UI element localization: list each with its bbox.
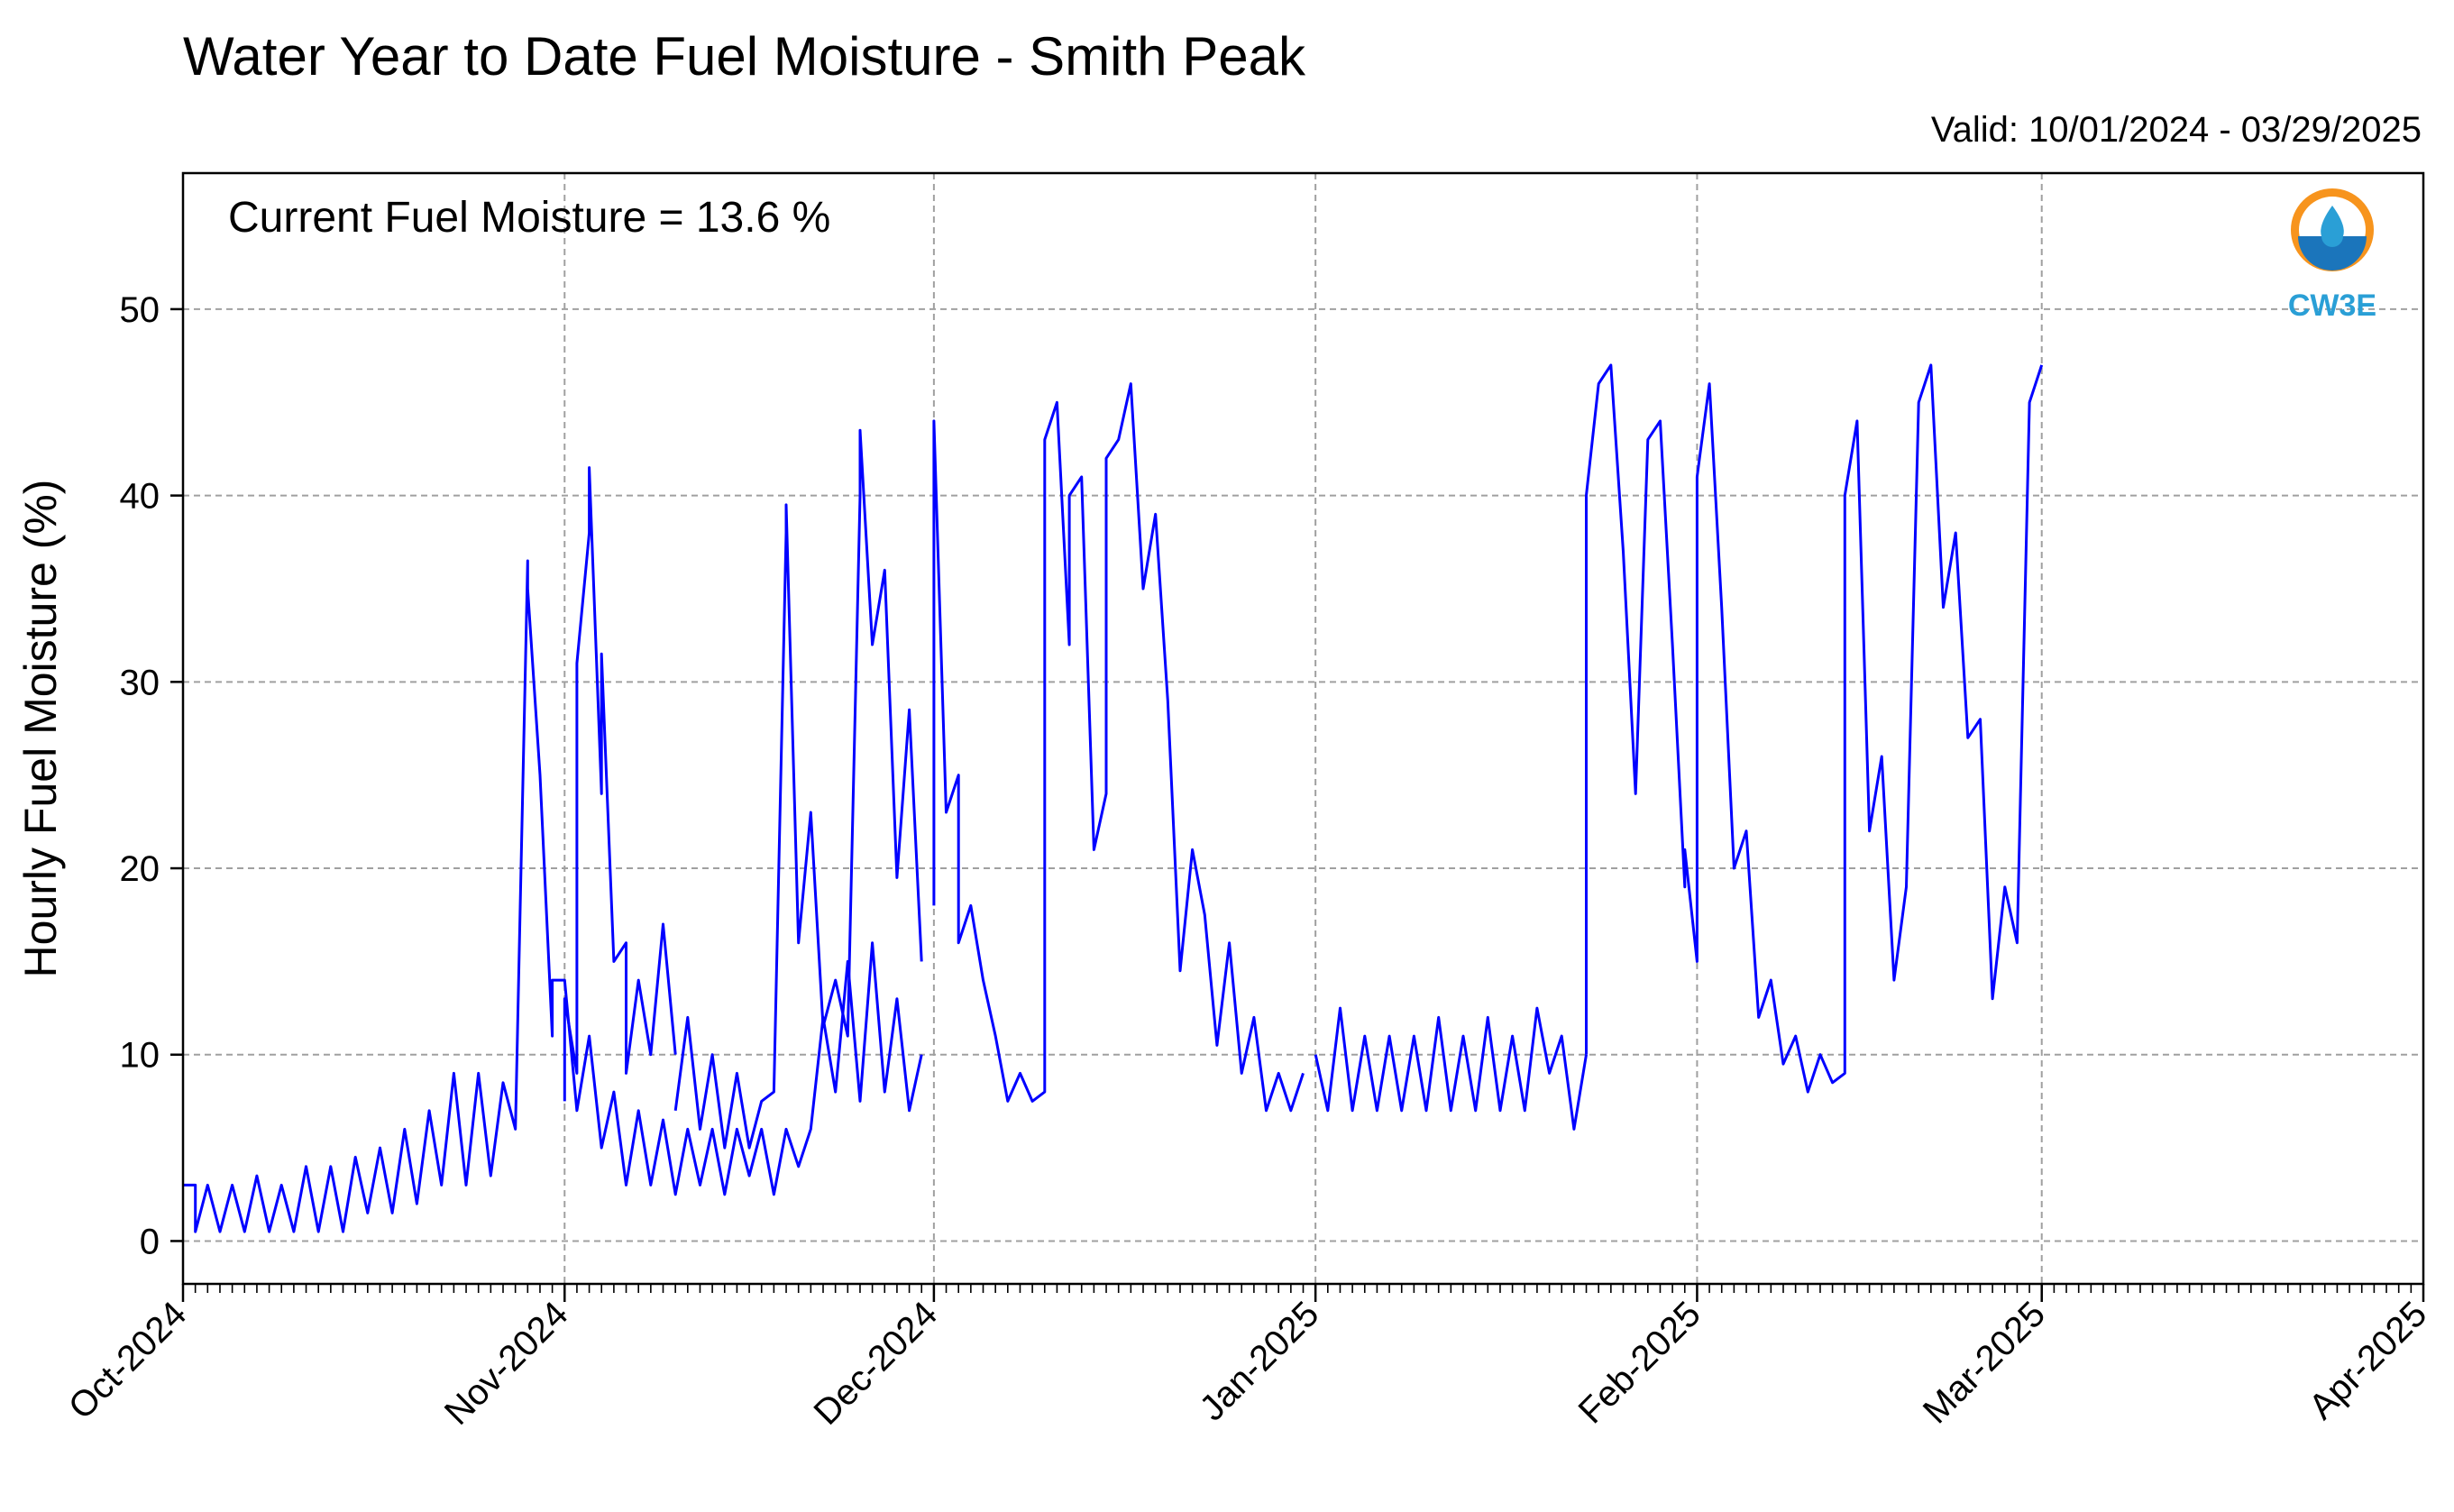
current-moisture-annotation: Current Fuel Moisture = 13.6 % bbox=[228, 194, 830, 242]
fuel-moisture-line-segment-6 bbox=[1585, 363, 2044, 1094]
y-tick-label: 10 bbox=[120, 1036, 160, 1076]
fuel-moisture-line-segment-5 bbox=[1314, 1006, 1588, 1131]
cw3e-logo-water bbox=[2298, 236, 2367, 270]
x-tick-label: Feb-2025 bbox=[1571, 1294, 1708, 1431]
valid-date-range: Valid: 10/01/2024 - 03/29/2025 bbox=[1930, 110, 2422, 150]
data-series-group bbox=[183, 363, 2044, 1233]
x-tick-label: Jan-2025 bbox=[1192, 1294, 1326, 1428]
fuel-moisture-line-segment-2 bbox=[563, 466, 677, 1102]
fuel-moisture-line-segment-4 bbox=[932, 382, 1305, 1113]
fuel-moisture-line-segment-3 bbox=[673, 428, 923, 1150]
y-tick-label: 30 bbox=[120, 663, 160, 702]
x-tick-label: Apr-2025 bbox=[2302, 1294, 2434, 1426]
grid-lines bbox=[183, 173, 2423, 1284]
cw3e-logo-text: CW3E bbox=[2288, 289, 2376, 323]
plot-frame bbox=[181, 171, 2425, 1286]
axes: 0 10 20 30 40 50 Oct-2024 Nov-2024 Dec-2024 Jan-2… bbox=[61, 290, 2434, 1433]
x-tick-label: Mar-2025 bbox=[1916, 1294, 2053, 1431]
chart-title: Water Year to Date Fuel Moisture - Smith… bbox=[183, 26, 1305, 87]
y-axis-label: Hourly Fuel Moisture (%) bbox=[15, 480, 66, 978]
y-tick-label: 0 bbox=[140, 1222, 160, 1261]
x-tick-label: Dec-2024 bbox=[806, 1294, 945, 1433]
cw3e-logo-drop bbox=[2321, 206, 2344, 247]
x-tick-label: Oct-2024 bbox=[61, 1294, 194, 1426]
fuel-moisture-line-segment-1 bbox=[183, 559, 923, 1233]
y-tick-label: 20 bbox=[120, 849, 160, 889]
cw3e-logo: CW3E bbox=[2288, 188, 2376, 323]
x-tick-label: Nov-2024 bbox=[437, 1294, 576, 1433]
y-tick-label: 50 bbox=[120, 290, 160, 330]
y-tick-label: 40 bbox=[120, 477, 160, 517]
